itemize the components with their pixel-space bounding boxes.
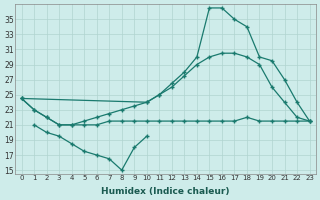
X-axis label: Humidex (Indice chaleur): Humidex (Indice chaleur) <box>101 187 230 196</box>
